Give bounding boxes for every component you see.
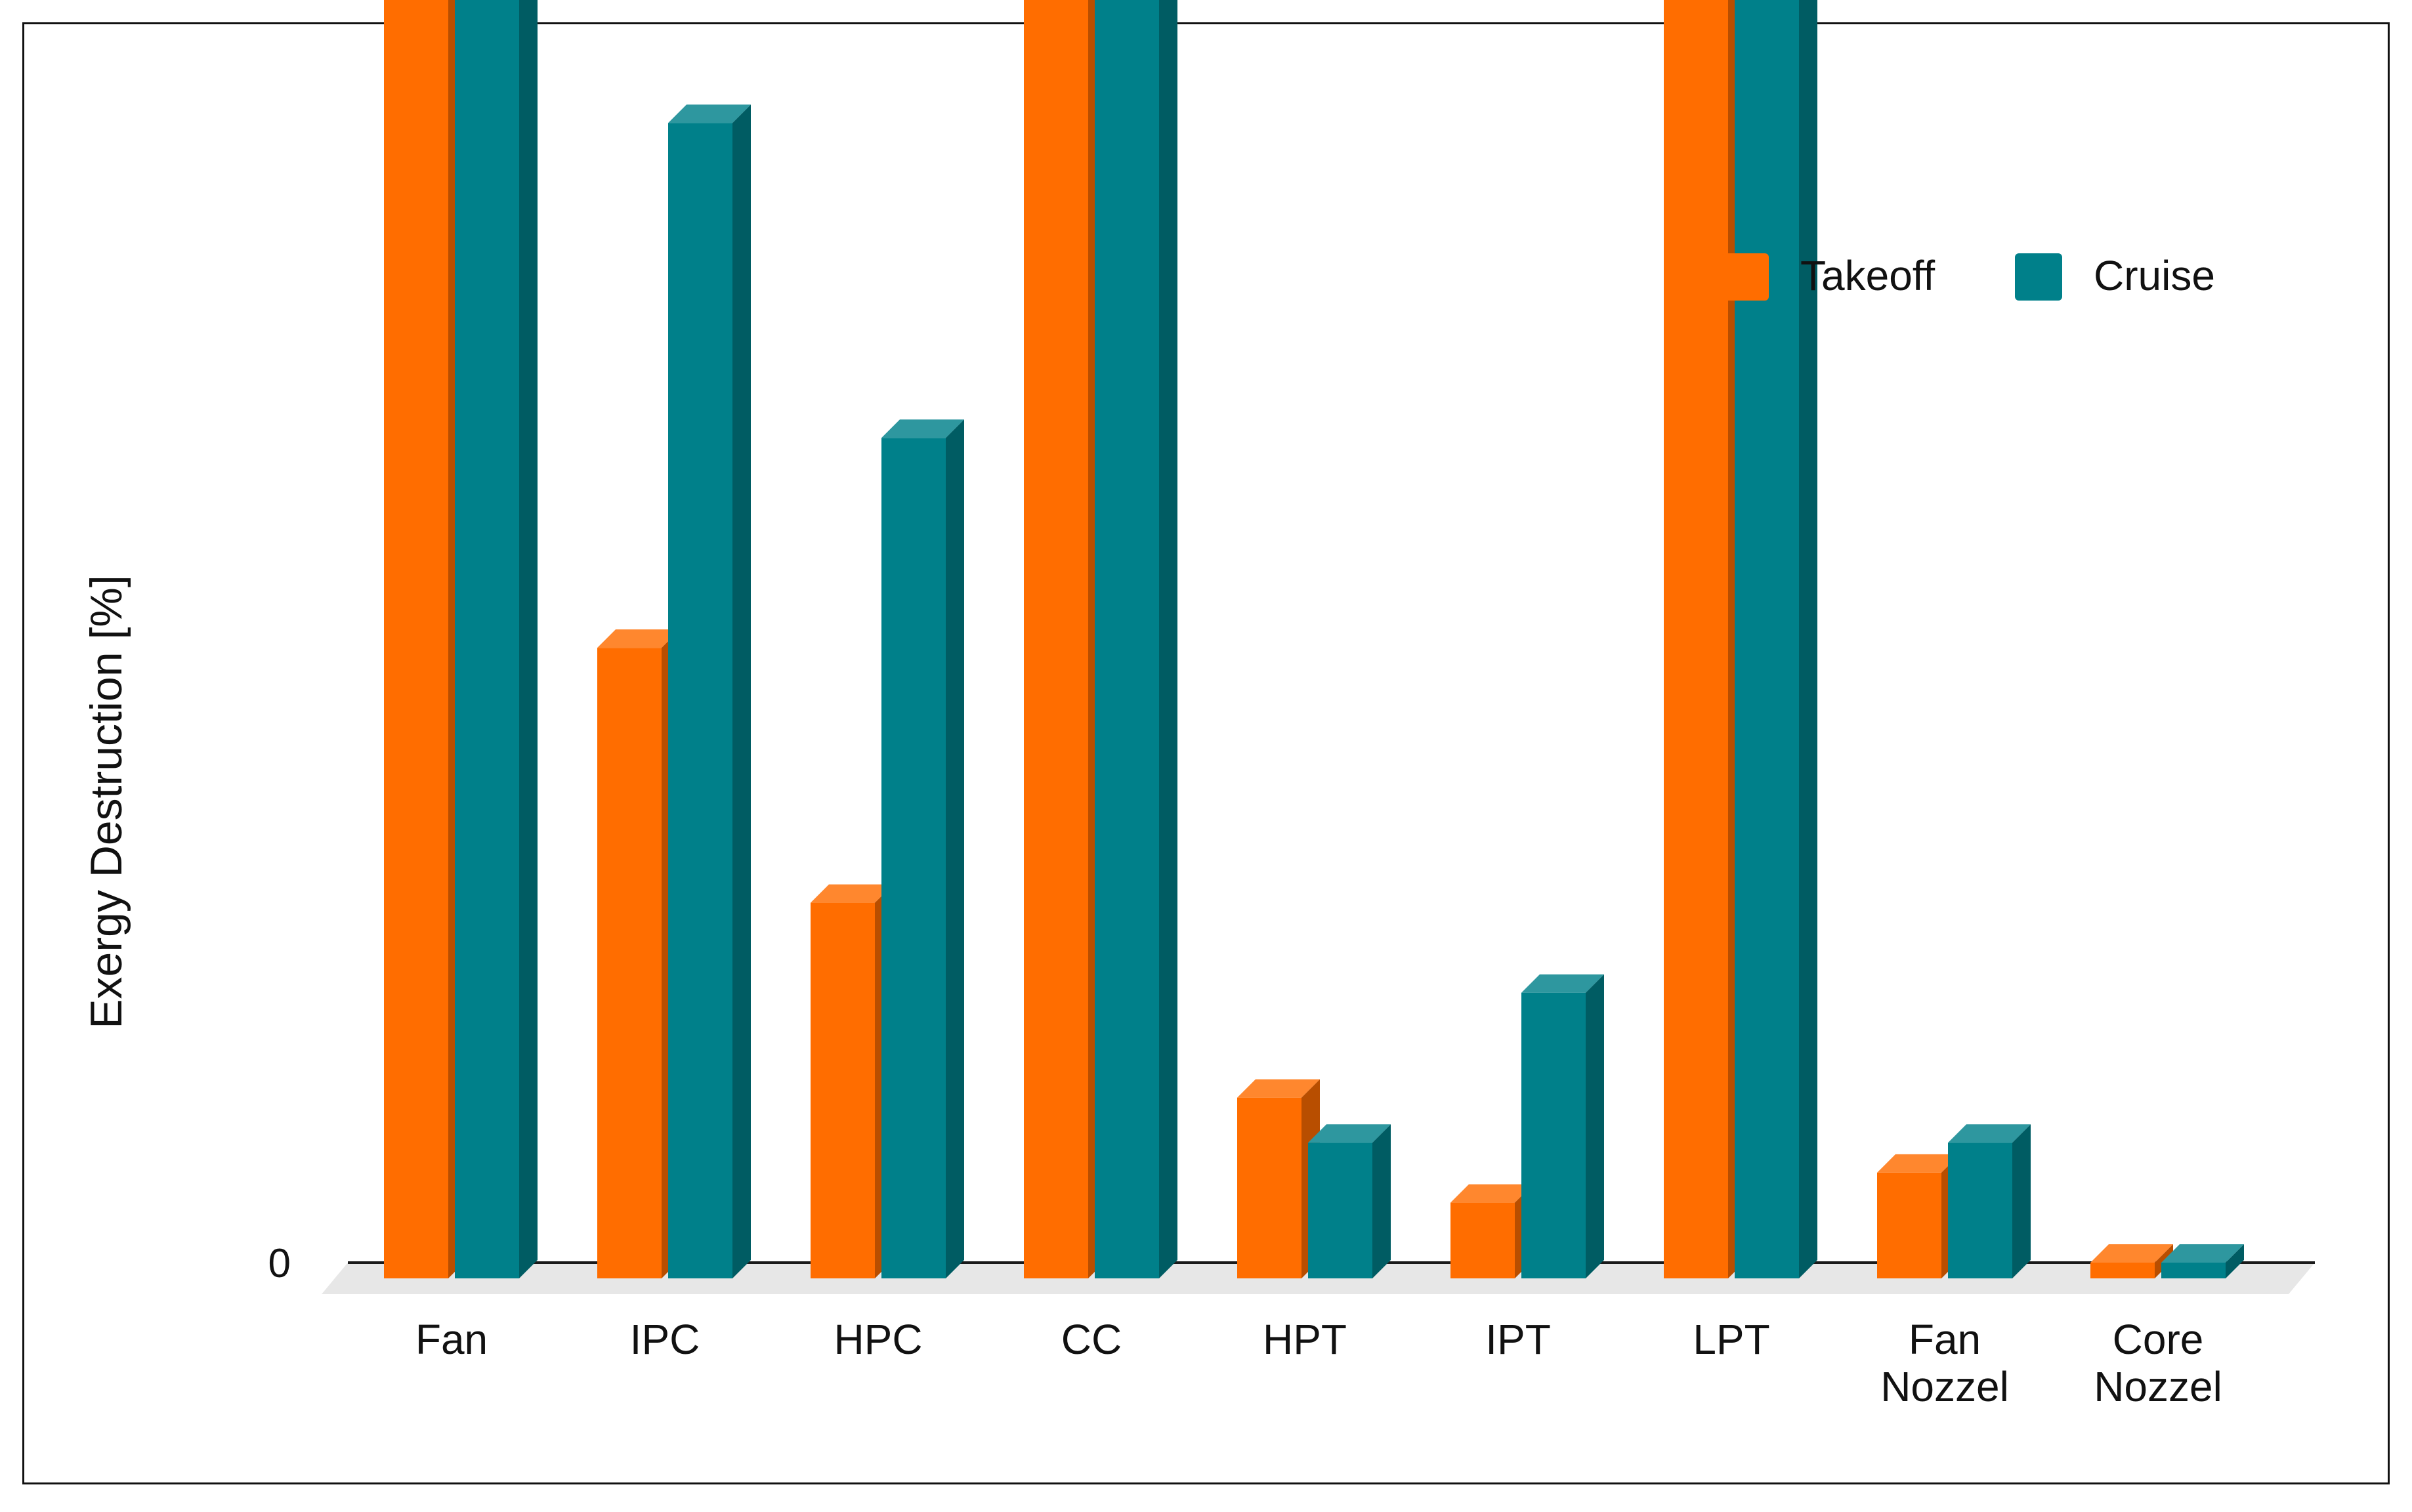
bar [2090, 1244, 2173, 1278]
bar [811, 884, 893, 1278]
bar-front [1095, 0, 1159, 1278]
bar-front [811, 902, 875, 1278]
bar-top [1308, 1124, 1391, 1143]
bar-front [1450, 1202, 1515, 1278]
bar [1450, 1184, 1533, 1278]
bars [384, 0, 2244, 1279]
bar-front [1237, 1097, 1301, 1278]
legend-label: Cruise [2094, 252, 2215, 299]
bar [2161, 1244, 2244, 1278]
bar-front [1877, 1172, 1941, 1278]
bar-top [881, 419, 964, 438]
bar [1237, 1079, 1320, 1278]
y-tick-label: 0 [268, 1241, 291, 1286]
bar [1095, 0, 1177, 1278]
y-axis-ticks: 010203040506070 [268, 1241, 291, 1286]
bar-front [1521, 992, 1586, 1278]
legend-swatch [2015, 253, 2062, 301]
x-tick-label: HPC [834, 1316, 922, 1363]
bar-front [881, 438, 946, 1278]
x-tick-label: IPT [1485, 1316, 1551, 1363]
legend: Takeoff Cruise [1722, 252, 2215, 301]
x-tick-label: Nozzel [2094, 1363, 2222, 1410]
bar-side [519, 0, 538, 1278]
bar-front [2090, 1263, 2155, 1278]
bar-top [811, 884, 893, 903]
bar-side [1799, 0, 1817, 1278]
y-axis-title: Exergy Destruction [%] [81, 575, 131, 1029]
bar-top [668, 104, 751, 123]
bar-front [668, 123, 732, 1278]
bar-top [1521, 974, 1604, 993]
bar [597, 629, 680, 1278]
bar [384, 0, 467, 1279]
legend-label: Takeoff [1800, 252, 1935, 299]
bar [1877, 1154, 1960, 1278]
bar [668, 104, 751, 1278]
bar [1024, 0, 1107, 1278]
x-tick-label: Fan [1909, 1316, 1981, 1363]
bar-side [2012, 1124, 2031, 1278]
bar-top [2090, 1244, 2173, 1263]
x-tick-label: HPT [1263, 1316, 1347, 1363]
bar-side [1586, 974, 1604, 1278]
bar [1735, 0, 1817, 1279]
bar [455, 0, 538, 1278]
bar-side [1372, 1124, 1391, 1278]
bar [1664, 0, 1746, 1279]
bar-front [1948, 1143, 2012, 1278]
bar-front [384, 0, 448, 1279]
bar-front [1308, 1143, 1372, 1278]
bar-front [2161, 1263, 2226, 1278]
x-tick-label: CC [1061, 1316, 1122, 1363]
bar-side [2226, 1244, 2244, 1278]
x-tick-label: IPC [630, 1316, 700, 1363]
bar [1521, 974, 1604, 1278]
bar-top [1450, 1184, 1533, 1203]
x-tick-label: Fan [415, 1316, 488, 1363]
bar-top [2161, 1244, 2244, 1263]
bar-side [732, 104, 751, 1278]
bar-front [455, 0, 519, 1278]
bar-side [1159, 0, 1177, 1278]
x-tick-label: LPT [1693, 1316, 1769, 1363]
bar-front [597, 648, 662, 1278]
bar [881, 419, 964, 1278]
bar-front [1735, 0, 1799, 1279]
bar [1308, 1124, 1391, 1278]
bar-top [1237, 1079, 1320, 1098]
bar-top [597, 629, 680, 648]
x-tick-label: Nozzel [1880, 1363, 2009, 1410]
bar-side [946, 419, 964, 1278]
bar-top [1948, 1124, 2031, 1143]
bar-top [1877, 1154, 1960, 1173]
x-tick-label: Core [2113, 1316, 2204, 1363]
bar-front [1664, 0, 1728, 1279]
bar-front [1024, 0, 1088, 1278]
legend-swatch [1722, 253, 1769, 301]
bar [1948, 1124, 2031, 1278]
